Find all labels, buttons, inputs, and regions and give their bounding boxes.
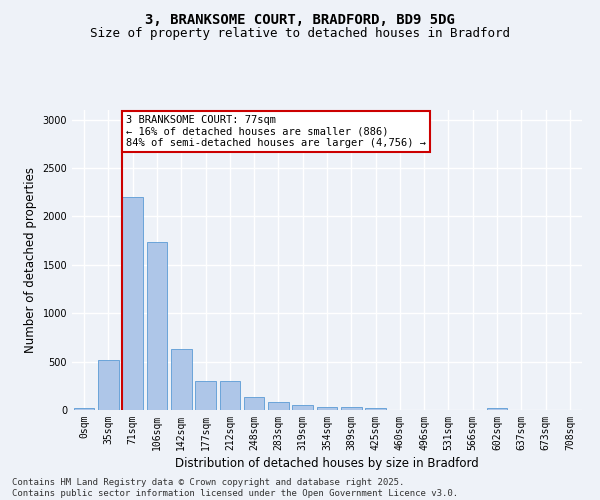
Text: Size of property relative to detached houses in Bradford: Size of property relative to detached ho…: [90, 28, 510, 40]
Bar: [317, 407, 337, 410]
Bar: [74, 408, 94, 410]
Bar: [195, 382, 216, 410]
Y-axis label: Number of detached properties: Number of detached properties: [24, 167, 37, 353]
Bar: [341, 407, 362, 410]
Bar: [146, 242, 167, 410]
Bar: [244, 397, 265, 410]
Bar: [220, 382, 240, 410]
Bar: [292, 404, 313, 410]
Text: 3, BRANKSOME COURT, BRADFORD, BD9 5DG: 3, BRANKSOME COURT, BRADFORD, BD9 5DG: [145, 12, 455, 26]
Text: Contains HM Land Registry data © Crown copyright and database right 2025.
Contai: Contains HM Land Registry data © Crown c…: [12, 478, 458, 498]
Bar: [171, 349, 191, 410]
Bar: [365, 408, 386, 410]
Bar: [268, 402, 289, 410]
Bar: [487, 408, 508, 410]
X-axis label: Distribution of detached houses by size in Bradford: Distribution of detached houses by size …: [175, 457, 479, 470]
Bar: [98, 360, 119, 410]
Bar: [122, 197, 143, 410]
Text: 3 BRANKSOME COURT: 77sqm
← 16% of detached houses are smaller (886)
84% of semi-: 3 BRANKSOME COURT: 77sqm ← 16% of detach…: [126, 115, 426, 148]
